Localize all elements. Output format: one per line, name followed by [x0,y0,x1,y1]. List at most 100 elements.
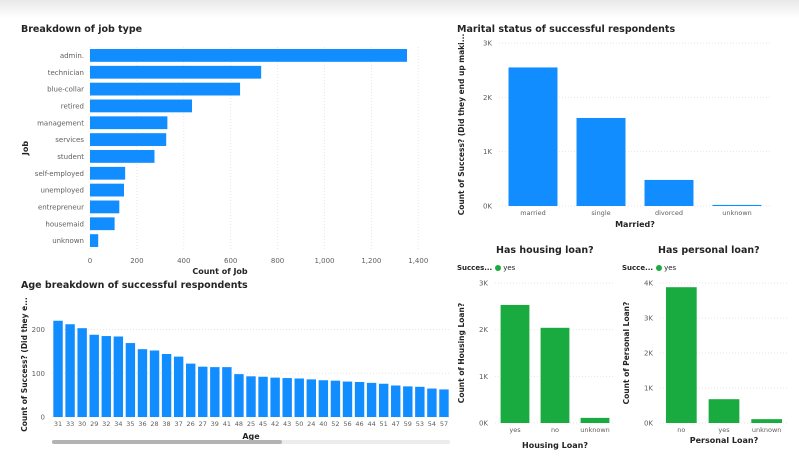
job-category-label: entrepreneur [38,203,84,211]
personal-legend-title: Succe... [622,264,654,272]
age-category-label: 35 [126,420,134,428]
job-bar [90,116,168,130]
age-y-axis-title: Count of Success? (Did they e... [20,297,29,432]
housing-bar [500,304,530,423]
age-y-tick-label: 0 [41,414,45,422]
job-bar [90,234,99,247]
age-category-label: 28 [150,420,158,428]
job-y-axis-title: Job [21,141,30,156]
job-bar [90,200,120,214]
report-canvas-top-shadow [0,0,799,18]
age-bar [391,385,401,417]
housing-loan-visual[interactable]: Has housing loan? Succes... yes 0K 1K 2K 3K y… [452,240,622,460]
job-x-axis-title: Count of Job [192,267,248,276]
personal-legend-item: yes [664,264,677,272]
age-bar [113,336,124,417]
marital-category-label: unknown [722,209,752,217]
personal-x-axis-title: Personal Loan? [690,436,759,445]
personal-bar [708,399,740,423]
personal-legend-marker [656,265,663,271]
marital-y-tick-label: 0K [483,203,492,211]
housing-y-tick-label: 3K [479,280,488,288]
job-category-label: student [57,153,84,161]
age-bar [65,324,75,417]
housing-y-axis-title: Count of Housing Loan? [457,303,466,403]
age-bar [403,386,413,417]
age-y-tick-label: 200 [32,326,45,334]
age-category-label: 24 [307,420,315,428]
age-category-label: 43 [283,420,291,428]
age-bar [234,374,244,417]
housing-legend-title: Succes... [457,264,493,272]
marital-status-visual[interactable]: Marital status of successful respondents… [450,0,799,240]
job-category-label: blue-collar [47,86,84,94]
age-bar [415,386,425,417]
marital-category-label: divorced [655,209,683,217]
age-category-label: 41 [223,420,231,428]
age-breakdown-visual[interactable]: Age breakdown of successful respondents … [0,276,452,460]
marital-bar [508,67,558,206]
personal-loan-visual[interactable]: Has personal loan? Succe... yes 0K 1K 2K 3K 4… [618,240,799,460]
job-x-tick-label: 400 [177,257,190,265]
age-category-label: 40 [319,420,327,428]
age-category-label: 33 [66,420,74,428]
personal-category-label: yes [718,426,730,434]
job-category-label: housemaid [45,220,84,228]
personal-chart-title: Has personal loan? [658,245,760,256]
job-category-label: unemployed [40,187,84,195]
marital-bar [712,204,762,206]
age-category-label: 27 [199,420,207,428]
job-bar [90,133,167,146]
age-bar [137,349,148,417]
job-bar-chart: 0 200 400 600 800 1,000 1,200 1,400 admin. techni… [21,47,428,276]
personal-y-tick-label: 1K [644,385,653,393]
age-category-label: 30 [78,420,86,428]
age-category-label: 37 [174,420,182,428]
age-category-label: 54 [428,420,436,428]
job-category-label: services [55,136,84,144]
age-bar [125,343,136,417]
housing-chart-title: Has housing loan? [496,245,594,256]
age-category-label: 34 [114,420,122,428]
marital-y-axis-title: Count of Success? (Did they end up maki.… [457,34,466,216]
age-category-label: 44 [367,420,375,428]
personal-y-tick-label: 2K [644,350,653,358]
personal-bar-chart: 0K 1K 2K 3K 4K no yes unknown Personal Loan? Coun… [622,280,788,445]
job-x-tick-label: 1,400 [408,257,428,265]
job-bar [90,99,192,113]
age-x-axis-title: Age [242,432,260,441]
personal-legend: Succe... yes [622,264,676,272]
age-category-label: 31 [54,420,62,428]
job-category-label: management [37,119,84,127]
housing-category-label: yes [509,426,521,434]
job-category-label: admin. [60,52,84,60]
housing-legend-marker [495,265,502,271]
age-bar-chart: 0 100 200 31 33 30 29 32 34 35 36 28 38 37 26 27 39 41 48 2… [20,297,450,441]
age-category-label: 53 [416,420,424,428]
personal-y-axis-title: Count of Personal Loan? [622,302,631,405]
age-bar [354,382,365,417]
age-bar [427,388,437,417]
age-category-label: 39 [211,420,219,428]
housing-y-tick-label: 2K [479,326,488,334]
age-bar [173,356,184,417]
marital-category-label: single [591,209,610,217]
age-bar [439,389,449,417]
age-bar [89,334,99,417]
housing-bar [580,417,610,423]
age-category-label: 47 [392,420,400,428]
job-type-visual[interactable]: Breakdown of job type 0 200 400 600 800 1,000… [0,0,440,280]
personal-y-tick-label: 0K [644,420,653,428]
personal-bar [665,287,697,423]
age-bar [270,377,280,417]
age-category-label: 46 [355,420,363,428]
age-chart-scrollbar-thumb[interactable] [52,440,282,444]
housing-y-tick-label: 1K [479,373,488,381]
age-bar [210,367,220,417]
marital-bar [644,179,694,206]
housing-category-label: unknown [580,426,610,434]
personal-category-label: unknown [752,426,782,434]
age-category-label: 25 [247,420,255,428]
job-x-tick-label: 200 [130,257,143,265]
job-category-label: self-employed [35,170,84,178]
